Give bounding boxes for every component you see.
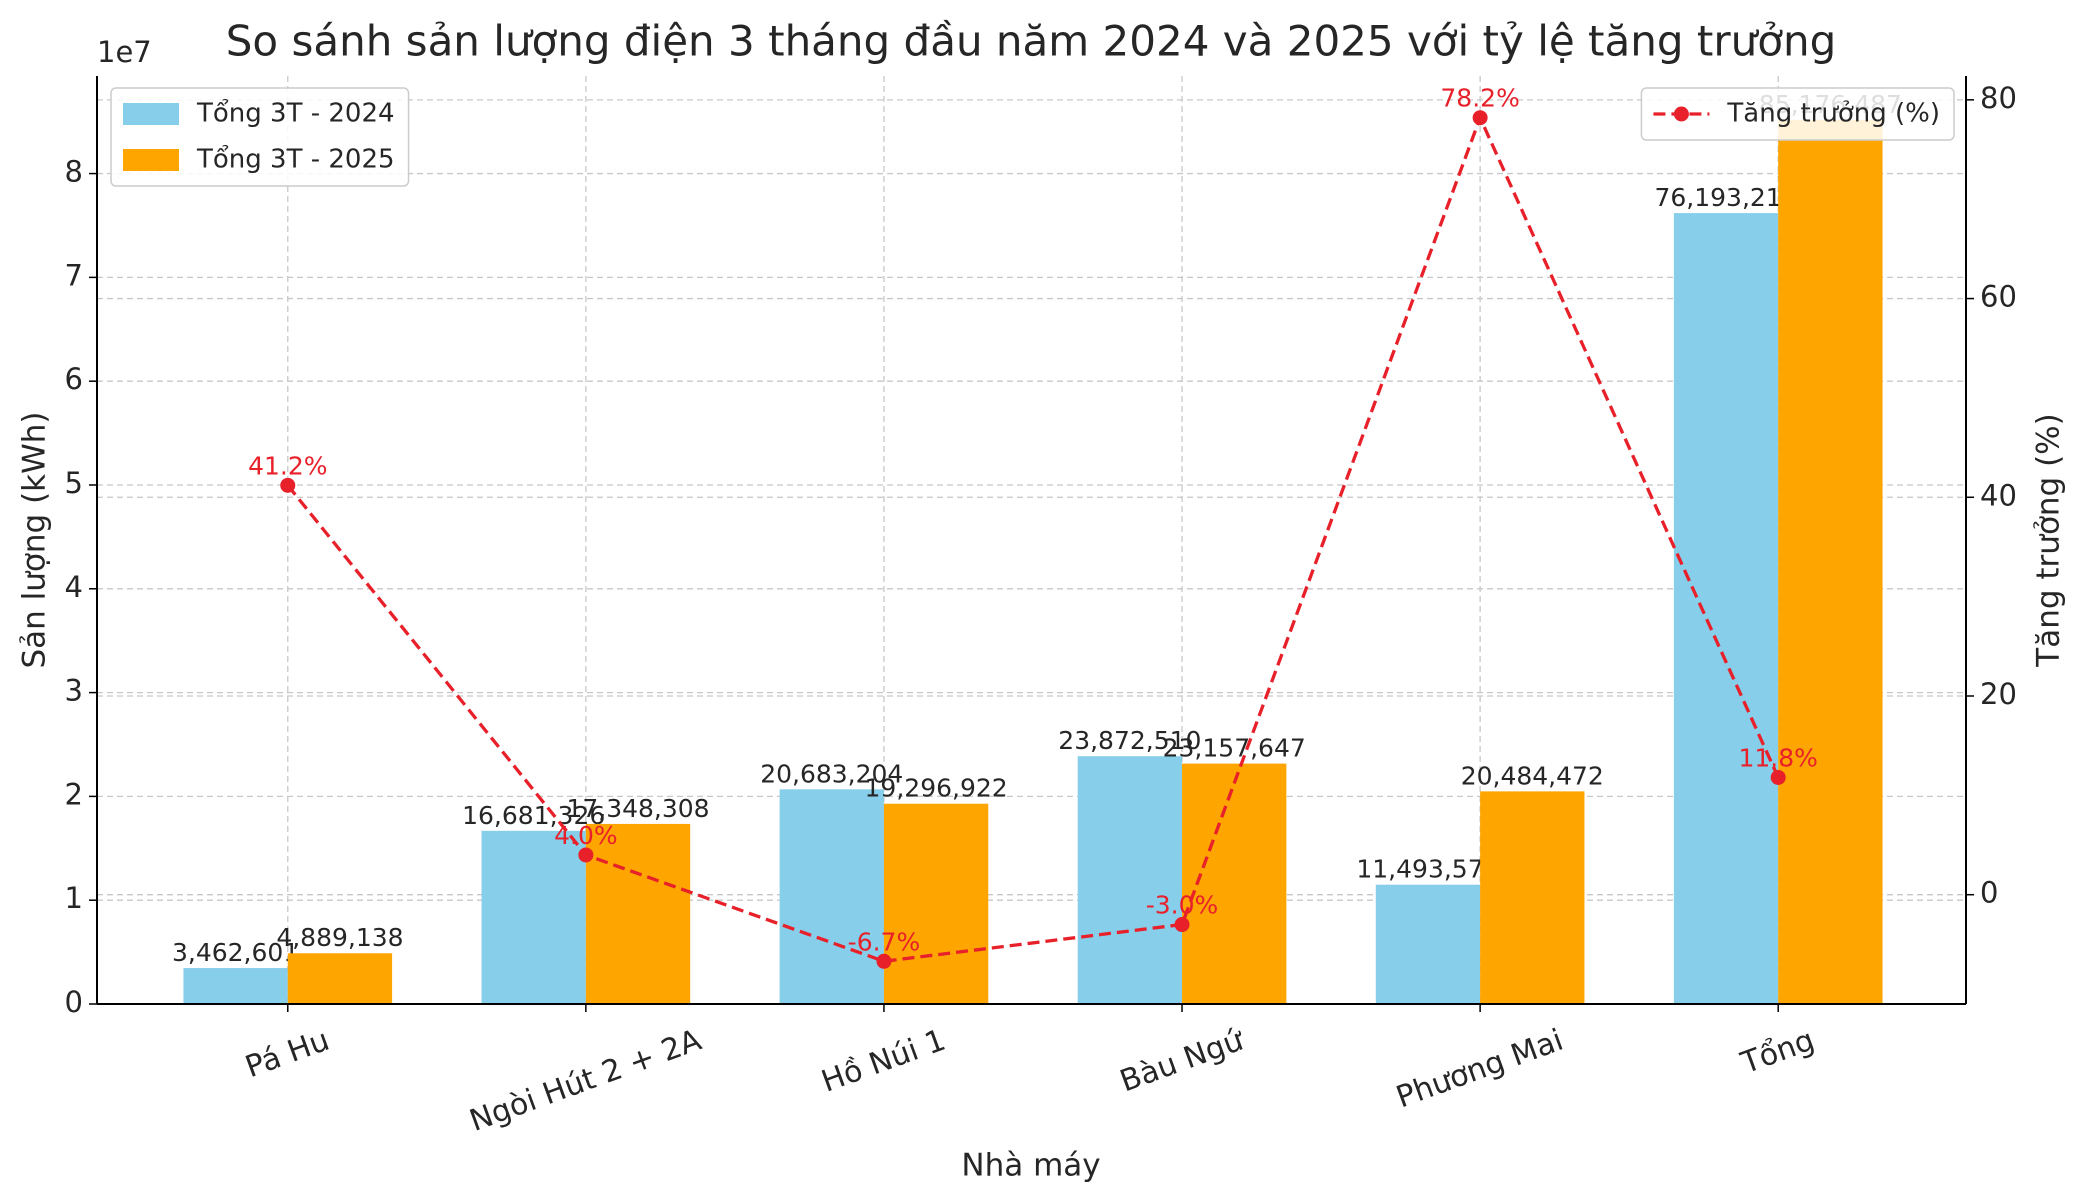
y2-tick-label: 0 — [1980, 876, 1998, 910]
y2-axis-label: Tăng trưởng (%) — [2031, 413, 2067, 667]
x-tick-label: Ngòi Hút 2 + 2A — [465, 1023, 706, 1139]
y-tick-label: 7 — [65, 258, 83, 292]
bar — [1480, 791, 1585, 1004]
line-value-label: 78.2% — [1440, 84, 1519, 113]
x-tick-label: Pá Hu — [241, 1023, 334, 1085]
bar-value-label: 23,157,647 — [1163, 734, 1306, 763]
bar — [1077, 756, 1183, 1004]
bar — [287, 953, 393, 1004]
bar — [481, 830, 586, 1004]
y-tick-label: 1 — [65, 881, 83, 915]
legend-label: Tổng 3T - 2025 — [196, 144, 395, 175]
bar — [883, 803, 989, 1004]
bar — [779, 789, 884, 1004]
bar — [1778, 119, 1883, 1005]
bar-value-label: 20,683,204 — [760, 759, 903, 788]
legend: Tổng 3T - 2024 Tổng 3T - 2025 — [110, 87, 410, 187]
x-tick-label: Hồ Núi 1 — [817, 1023, 950, 1100]
y2-tick-label: 80 — [1980, 81, 2017, 115]
bar-value-label: 17,348,308 — [566, 794, 709, 823]
y-offset-label: 1e7 — [97, 35, 152, 69]
line-value-label: 41.2% — [248, 451, 327, 480]
bar-value-label: 76,193,212 — [1654, 183, 1797, 212]
bar — [183, 968, 288, 1004]
chart-title: So sánh sản lượng điện 3 tháng đầu năm 2… — [226, 17, 1836, 66]
line — [286, 113, 1780, 963]
legend: Tăng trưởng (%) — [1640, 87, 1955, 141]
x-tick-label: Tổng — [1735, 1022, 1818, 1082]
line-marker — [1174, 917, 1190, 933]
line-value-label: -3.0% — [1146, 891, 1219, 920]
legend-box — [110, 87, 410, 187]
y-tick-label: 2 — [65, 777, 83, 811]
bar-value-label: 16,681,326 — [462, 801, 605, 830]
legend-swatch — [123, 103, 179, 125]
bar-value-label: 3,462,601 — [172, 938, 299, 967]
x-axis-label: Nhà máy — [961, 1148, 1100, 1184]
legend-marker — [1673, 106, 1689, 122]
x-tick-label: Bàu Ngứ — [1116, 1022, 1250, 1099]
bar-value-label: 19,296,922 — [865, 774, 1008, 803]
line-marker — [280, 477, 296, 493]
bar — [1673, 213, 1779, 1005]
y-tick-label: 4 — [65, 570, 83, 604]
legend-label: Tăng trưởng (%) — [1726, 99, 1940, 129]
line-value-label: 11.8% — [1738, 743, 1817, 772]
bar-value-label: 20,484,472 — [1461, 761, 1604, 790]
y-tick-label: 3 — [65, 674, 83, 708]
y-tick-label: 5 — [65, 466, 83, 500]
bar — [1375, 884, 1481, 1004]
y2-tick-label: 60 — [1980, 280, 2017, 314]
line-marker — [1770, 769, 1786, 785]
line-marker — [876, 953, 892, 969]
bar — [585, 823, 691, 1004]
line-marker — [1472, 110, 1488, 126]
y-tick-label: 6 — [65, 362, 83, 396]
bar-value-label: 23,872,510 — [1058, 726, 1201, 755]
bar — [1182, 763, 1287, 1004]
y2-tick-label: 20 — [1980, 677, 2017, 711]
bar-value-label: 4,889,138 — [276, 923, 403, 952]
y-tick-label: 0 — [65, 985, 83, 1019]
legend-label: Tổng 3T - 2024 — [196, 98, 395, 129]
y2-tick-label: 40 — [1980, 478, 2017, 512]
x-tick-label: Phương Mai — [1392, 1023, 1568, 1116]
y-axis-label: Sản lượng (kWh) — [17, 411, 53, 668]
legend-swatch — [123, 149, 179, 171]
y-tick-label: 8 — [65, 155, 83, 189]
line-value-label: -6.7% — [848, 927, 921, 956]
line-marker — [578, 847, 594, 863]
bar-value-label: 11,493,571 — [1356, 855, 1499, 884]
legend-box — [1640, 87, 1955, 141]
line-value-label: 4.0% — [554, 821, 618, 850]
